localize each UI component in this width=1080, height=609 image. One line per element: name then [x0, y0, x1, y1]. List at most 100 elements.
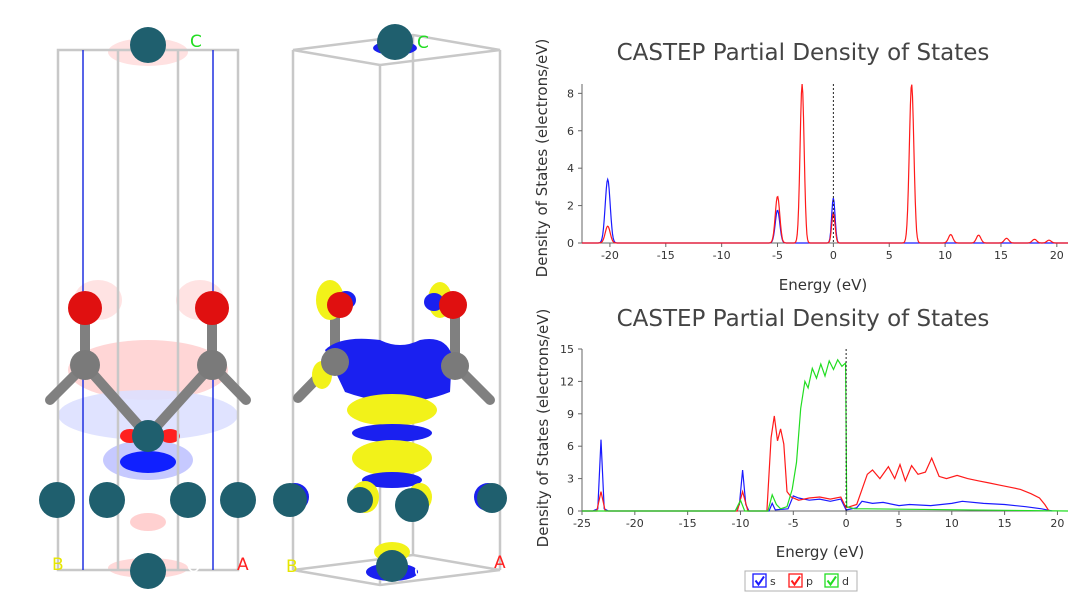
x-tick-label: 10 [945, 517, 959, 530]
metal-atom [89, 482, 125, 518]
charge-lobe [130, 513, 166, 531]
carbon-atom [197, 350, 227, 380]
axis-label-c: C [190, 32, 202, 52]
charge-lobe [160, 429, 180, 443]
structure-panel-2: C B A O [273, 24, 507, 587]
x-tick-label: 10 [938, 249, 952, 262]
metal-atom [39, 482, 75, 518]
legend-item-d[interactable]: d [824, 573, 849, 588]
axis-label-c: C [417, 33, 429, 53]
x-tick-label: -20 [626, 517, 644, 530]
metal-atom [347, 487, 373, 513]
axis-label-origin: O [414, 562, 427, 582]
metal-atom [220, 482, 256, 518]
y-tick-label: 12 [560, 375, 574, 388]
x-tick-label: -10 [713, 249, 731, 262]
x-tick-label: -5 [788, 517, 799, 530]
carbon-atom [70, 350, 100, 380]
y-tick-label: 6 [567, 125, 574, 138]
oxygen-atom [195, 291, 229, 325]
axis-label-origin: O [187, 557, 200, 577]
y-tick-label: 15 [560, 343, 574, 356]
metal-atom [376, 550, 408, 582]
plot-background [582, 84, 1068, 243]
chart-title: CASTEP Partial Density of States [617, 40, 990, 66]
x-tick-label: -5 [772, 249, 783, 262]
series-line-p [582, 83, 1068, 244]
x-tick-label: 20 [1050, 517, 1064, 530]
y-tick-label: 6 [567, 440, 574, 453]
legend-item-p[interactable]: p [788, 573, 813, 588]
charge-lobe [120, 451, 176, 473]
y-tick-label: 9 [567, 408, 574, 421]
series-line-p [582, 415, 1050, 512]
check-icon [754, 575, 765, 587]
charge-density-cloud-2 [281, 41, 502, 581]
legend-checkbox-d[interactable] [824, 573, 839, 588]
x-axis-label: Energy (eV) [779, 276, 867, 294]
pdos-chart-top: CASTEP Partial Density of States -20 -15-… [533, 39, 1068, 294]
charge-lobe [362, 472, 422, 488]
metal-atom [395, 488, 429, 522]
oxygen-atom [439, 291, 467, 319]
charge-lobe [352, 424, 432, 442]
axis-label-a: A [237, 555, 249, 575]
y-tick-label: 3 [567, 473, 574, 486]
x-tick-label: 0 [843, 517, 850, 530]
atoms-1 [39, 27, 256, 589]
metal-atom [273, 483, 307, 517]
legend-label-d: d [842, 575, 849, 588]
atoms-2 [273, 24, 507, 582]
x-tick-label: -10 [731, 517, 749, 530]
y-tick-label: 0 [567, 237, 574, 250]
pdos-chart-bottom: CASTEP Partial Density of States -25 -20-… [534, 306, 1069, 561]
x-tick-label: -25 [573, 517, 591, 530]
plot-background [582, 349, 1068, 511]
x-tick-label: -20 [601, 249, 619, 262]
y-tick-label: 8 [567, 87, 574, 100]
charge-lobe [424, 293, 444, 311]
plot-area: -20 -15 -10 -5 0 5 10 15 20 0 2 4 6 8 [567, 83, 1068, 262]
axis-label-b: B [286, 557, 298, 577]
carbon-atom [441, 352, 469, 380]
chart-title: CASTEP Partial Density of States [617, 306, 990, 332]
check-icon [826, 575, 837, 587]
plot-area: -25 -20 -15 -10 -5 0 5 10 15 20 0 3 6 9 12 15 [560, 343, 1069, 530]
x-tick-label: -15 [657, 249, 675, 262]
x-tick-label: -15 [679, 517, 697, 530]
carbon-atom [321, 348, 349, 376]
oxygen-atom [327, 292, 353, 318]
x-tick-label: 0 [830, 249, 837, 262]
y-tick-label: 0 [567, 505, 574, 518]
charge-lobe [325, 338, 452, 402]
series-line-d [582, 358, 1069, 512]
x-tick-label: 5 [886, 249, 893, 262]
x-axis-label: Energy (eV) [776, 543, 864, 561]
metal-atom [130, 27, 166, 63]
x-tick-label: 5 [895, 517, 902, 530]
check-icon [790, 575, 801, 587]
legend-item-s[interactable]: s [752, 573, 776, 588]
charge-lobe [352, 440, 432, 476]
y-axis-label: Density of States (electrons/eV) [534, 309, 552, 548]
axis-label-a: A [494, 553, 506, 573]
metal-atom [477, 483, 507, 513]
metal-atom [132, 420, 164, 452]
oxygen-atom [68, 291, 102, 325]
x-tick-label: 15 [994, 249, 1008, 262]
legend-label-s: s [770, 575, 776, 588]
charge-lobe [58, 390, 238, 440]
y-tick-label: 4 [567, 162, 574, 175]
y-tick-label: 2 [567, 200, 574, 213]
legend-checkbox-s[interactable] [752, 573, 767, 588]
y-axis-label: Density of States (electrons/eV) [533, 39, 551, 278]
metal-atom [377, 24, 413, 60]
legend-label-p: p [806, 575, 813, 588]
metal-atom [130, 553, 166, 589]
x-tick-label: 15 [998, 517, 1012, 530]
x-tick-label: 20 [1050, 249, 1064, 262]
legend-checkbox-p[interactable] [788, 573, 803, 588]
structure-panel-1: C B A O [39, 27, 256, 589]
